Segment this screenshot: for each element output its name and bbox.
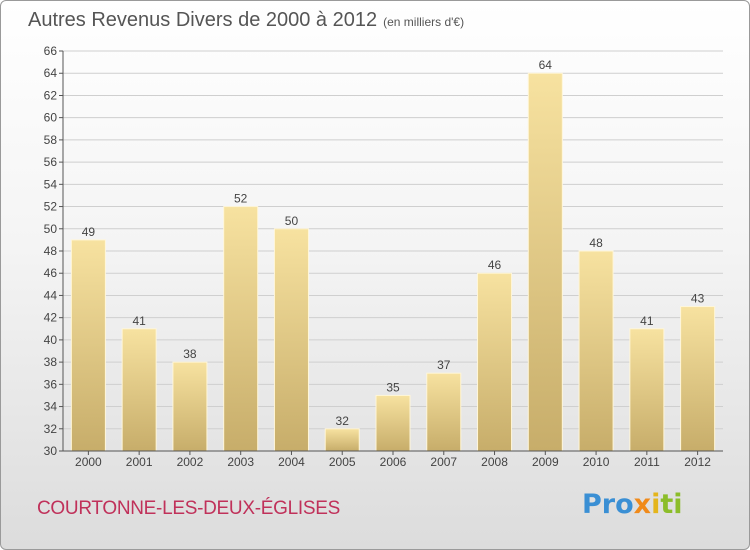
chart-title: Autres Revenus Divers de 2000 à 2012 (en … <box>28 9 464 32</box>
x-tick-label-2007: 2007 <box>430 455 457 469</box>
y-tick-label: 46 <box>44 266 58 280</box>
y-tick-label: 60 <box>44 111 58 125</box>
y-tick-label: 54 <box>44 177 58 191</box>
x-tick-label-2009: 2009 <box>532 455 559 469</box>
x-tick-label-2011: 2011 <box>634 455 660 469</box>
data-label-2002: 38 <box>183 347 197 361</box>
y-tick-label: 36 <box>44 377 58 391</box>
bar-2001 <box>121 328 157 452</box>
logo-part-3: i <box>651 489 661 520</box>
data-label-2012: 43 <box>691 292 705 306</box>
x-tick-label-2000: 2000 <box>75 455 102 469</box>
proxiti-logo: Proxiti <box>582 489 683 520</box>
x-tick-label-2004: 2004 <box>278 455 305 469</box>
y-tick-label: 50 <box>44 222 58 236</box>
y-tick-label: 52 <box>44 200 58 214</box>
chart-title-text: Autres Revenus Divers de 2000 à 2012 <box>28 9 378 31</box>
bar-2006 <box>375 394 411 452</box>
logo-part-2: x <box>633 489 652 520</box>
y-tick-label: 30 <box>44 444 58 458</box>
bar-2004 <box>273 228 309 452</box>
y-tick-label: 42 <box>44 311 58 325</box>
data-label-2010: 48 <box>589 236 603 250</box>
data-label-2000: 49 <box>82 225 96 239</box>
bar-2000 <box>70 239 106 452</box>
x-tick-label-2010: 2010 <box>583 455 610 469</box>
data-label-2007: 37 <box>437 358 451 372</box>
chart-subtitle: (en milliers d'€) <box>383 15 465 29</box>
bar-2011 <box>629 328 665 452</box>
bar-2005 <box>324 428 360 452</box>
bar-2007 <box>426 372 462 452</box>
y-tick-label: 56 <box>44 155 58 169</box>
y-tick-label: 66 <box>44 44 58 58</box>
data-label-2004: 50 <box>285 214 299 228</box>
data-label-2011: 41 <box>640 314 654 328</box>
y-tick-label: 40 <box>44 333 58 347</box>
x-tick-label-2005: 2005 <box>329 455 356 469</box>
y-tick-label: 34 <box>44 400 58 414</box>
logo-part-1: Pro <box>582 489 634 520</box>
data-label-2006: 35 <box>386 380 400 394</box>
bar-2010 <box>578 250 614 452</box>
bar-2002 <box>172 361 208 452</box>
x-tick-label-2003: 2003 <box>227 455 254 469</box>
y-tick-label: 48 <box>44 244 58 258</box>
data-label-2003: 52 <box>234 192 248 206</box>
bar-2009 <box>527 72 563 452</box>
commune-name: COURTONNE-LES-DEUX-ÉGLISES <box>37 498 340 519</box>
x-tick-label-2001: 2001 <box>126 455 153 469</box>
bar-2012 <box>680 306 716 452</box>
y-tick-label: 62 <box>44 88 58 102</box>
data-label-2009: 64 <box>539 58 553 72</box>
x-tick-label-2008: 2008 <box>481 455 508 469</box>
bar-2008 <box>477 272 513 452</box>
bar-2003 <box>223 206 259 452</box>
logo-part-4: ti <box>660 489 683 520</box>
data-label-2005: 32 <box>336 414 350 428</box>
y-tick-label: 32 <box>44 422 58 436</box>
data-label-2001: 41 <box>132 314 146 328</box>
y-tick-label: 38 <box>44 355 58 369</box>
data-label-2008: 46 <box>488 258 502 272</box>
x-tick-label-2012: 2012 <box>684 455 711 469</box>
x-tick-label-2002: 2002 <box>177 455 204 469</box>
y-tick-label: 44 <box>44 288 58 302</box>
y-tick-label: 64 <box>44 66 58 80</box>
x-tick-label-2006: 2006 <box>380 455 407 469</box>
y-tick-label: 58 <box>44 133 58 147</box>
